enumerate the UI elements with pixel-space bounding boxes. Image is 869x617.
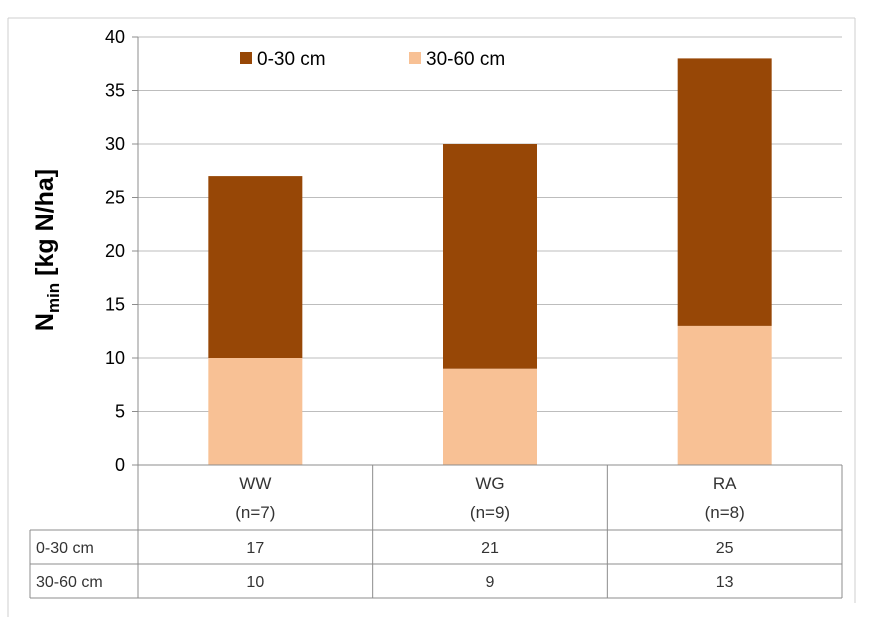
y-tick-label: 35	[105, 81, 125, 101]
x-category-label: RA	[713, 474, 737, 493]
legend: 0-30 cm 30-60 cm	[240, 49, 505, 70]
y-tick-label: 15	[105, 295, 125, 315]
x-category-n: (n=8)	[705, 503, 745, 522]
table-cell: 13	[716, 574, 734, 591]
bar-segment	[443, 144, 537, 369]
legend-label: 30-60 cm	[426, 49, 505, 70]
x-category-n: (n=7)	[235, 503, 275, 522]
y-tick-labels: 0 5 10 15 20 25 30 35 40	[105, 27, 125, 475]
y-tick-label: 5	[115, 402, 125, 422]
y-tick-label: 10	[105, 348, 125, 368]
y-axis-title: Nmin [kg N/ha]	[31, 169, 63, 331]
table-row-label: 30-60 cm	[36, 574, 103, 591]
table-cell: 25	[716, 540, 734, 557]
bar-segment	[677, 58, 772, 326]
bar-segment	[208, 176, 303, 358]
bars	[208, 58, 772, 465]
data-table: WW (n=7) WG (n=9) RA (n=8) 0-30 cm 17 21 25 30-60 …	[29, 464, 843, 599]
x-category-label: WG	[475, 474, 504, 493]
table-cell: 21	[481, 540, 499, 557]
table-row-label: 0-30 cm	[36, 540, 94, 557]
x-category-n: (n=9)	[470, 503, 510, 522]
y-tick-label: 40	[105, 27, 125, 47]
legend-swatch	[240, 52, 252, 64]
x-category-label: WW	[239, 474, 271, 493]
table-cell: 17	[246, 540, 264, 557]
y-tick-label: 25	[105, 188, 125, 208]
bar-segment	[677, 325, 772, 465]
y-tick-label: 0	[115, 455, 125, 475]
legend-swatch	[409, 52, 421, 64]
legend-label: 0-30 cm	[257, 49, 326, 70]
y-tick-label: 30	[105, 134, 125, 154]
table-cell: 10	[246, 574, 264, 591]
bar-segment	[443, 368, 537, 465]
bar-segment	[208, 358, 303, 465]
table-cell: 9	[486, 574, 495, 591]
y-tick-label: 20	[105, 241, 125, 261]
